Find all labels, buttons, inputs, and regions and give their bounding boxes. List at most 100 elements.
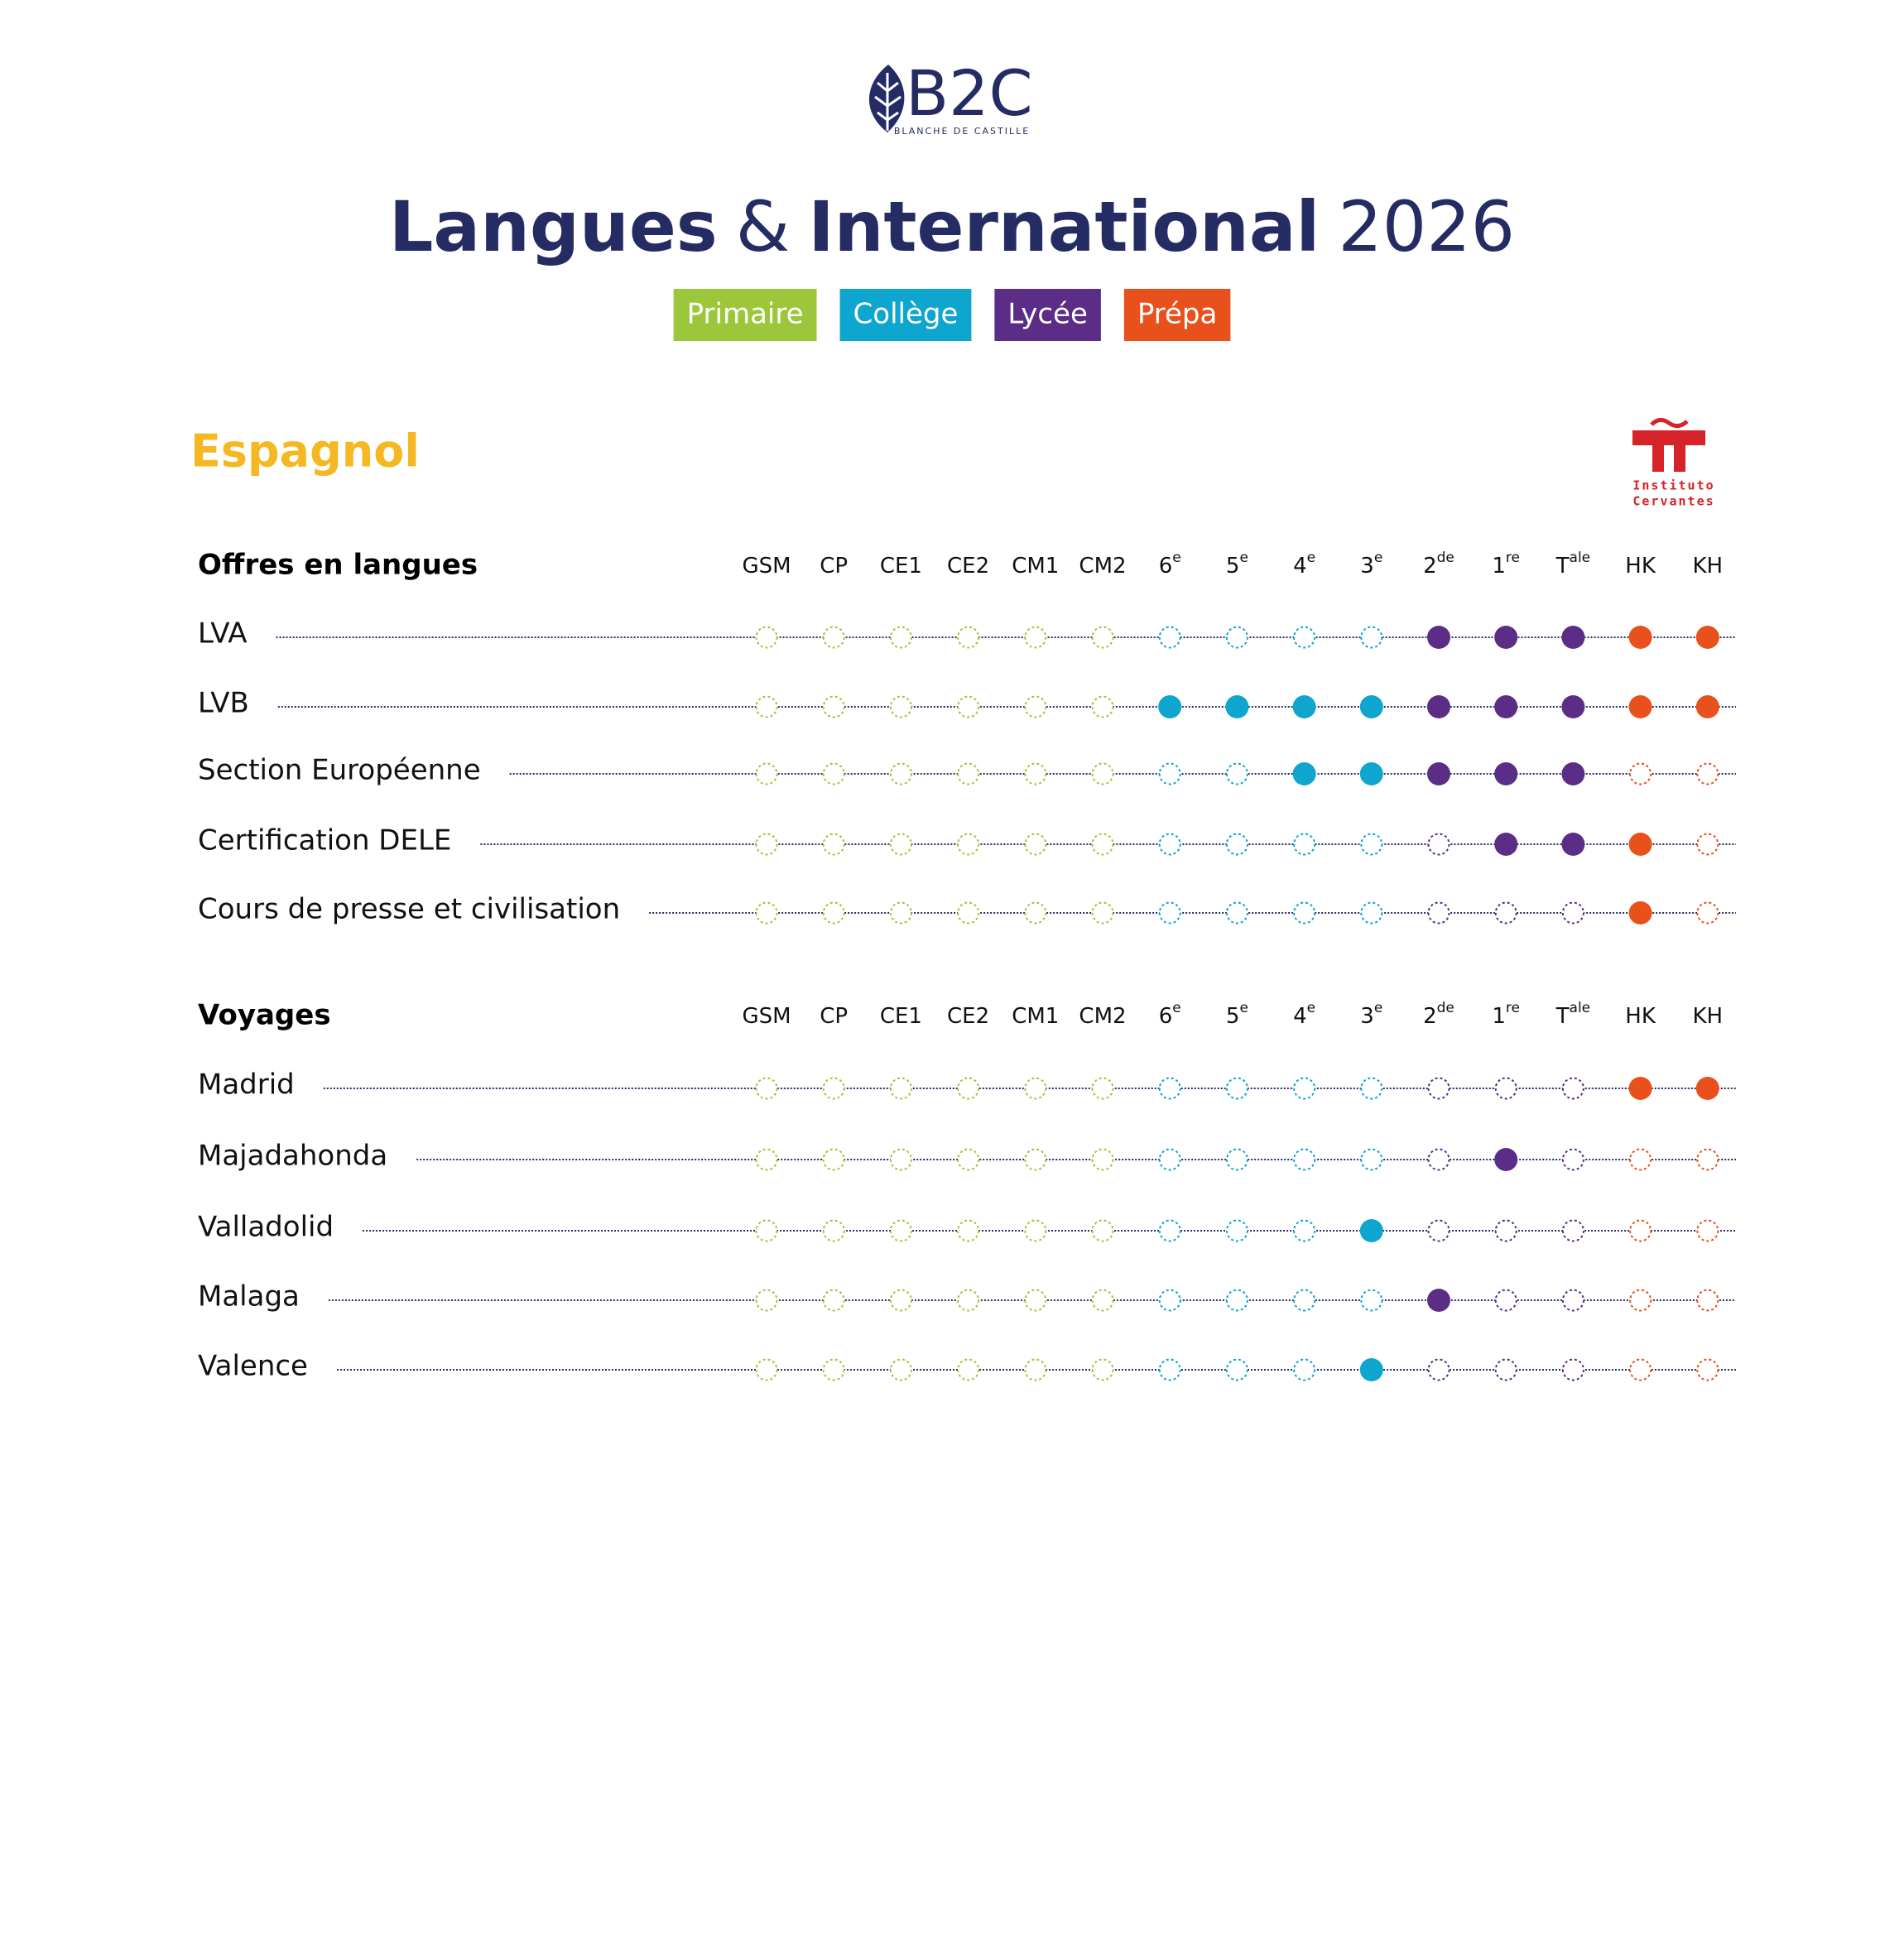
column-base: GSM [742,1004,791,1029]
dot-empty [957,1148,980,1171]
dot-empty [755,762,778,785]
column-header: 2de [1423,1000,1454,1029]
dot-filled [1494,695,1518,718]
column-sup: ale [1570,1000,1591,1016]
dot-empty [957,1077,980,1100]
level-pill-label: Primaire [687,298,804,331]
row-label: LVB [198,687,249,720]
dot-empty [822,695,845,718]
dot-empty [1024,1219,1047,1242]
cervantes-bar [1632,430,1705,445]
dot-empty [1293,901,1316,924]
dot-filled [1292,762,1316,785]
dot-empty [1158,1289,1181,1312]
column-base: 4 [1293,1004,1307,1029]
column-base: CM1 [1012,554,1059,579]
column-base: CP [820,1004,848,1029]
column-base: 6 [1159,554,1173,579]
dot-empty [1225,1148,1248,1171]
dot-filled [1561,833,1585,856]
dot-empty [889,1077,912,1100]
row-label: Malaga [198,1280,300,1313]
dot-empty [822,1289,845,1312]
dot-empty [1158,1358,1181,1381]
dot-empty [1494,1358,1517,1381]
dot-empty [1629,762,1652,785]
row-label: Certification DELE [198,824,451,857]
cervantes-logo: Instituto Cervantes [1632,418,1714,509]
column-base: CM2 [1079,1004,1126,1029]
column-header: KH [1692,554,1723,579]
column-sup: e [1307,1000,1315,1016]
column-base: CE1 [880,1004,922,1029]
row-label: Section Européenne [198,754,481,787]
dot-filled [1695,695,1719,718]
dot-empty [1561,1148,1584,1171]
dot-empty [1225,1358,1248,1381]
column-sup: e [1374,550,1382,566]
dot-filled [1494,1148,1518,1171]
cervantes-text: Cervantes [1632,494,1714,509]
dot-empty [1158,1219,1181,1242]
dot-empty [1024,901,1047,924]
dot-empty [1629,1219,1652,1242]
tables: Offres en langues GSM CP CE1 CE2 CM1 CM2 6e 5e 4e… [198,549,1736,1383]
dot-empty [1091,1148,1114,1171]
column-base: HK [1625,554,1656,579]
column-header: Tale [1555,1000,1591,1029]
dot-empty [1494,1219,1517,1242]
level-pill-bg [994,289,1101,341]
table-heading: Voyages [198,999,331,1032]
dot-filled [1628,1077,1652,1100]
column-header: 5e [1226,1000,1248,1029]
dot-empty [1091,1077,1114,1100]
column-base: CE2 [947,1004,989,1029]
dot-empty [1091,1219,1114,1242]
column-sup: re [1506,550,1520,566]
row-label: Majadahonda [198,1140,387,1173]
dot-filled [1628,901,1652,924]
dot-empty [1024,762,1047,785]
logo-subtitle: BLANCHE DE CASTILLE [894,126,1030,137]
dot-empty [1360,1077,1383,1100]
column-header: Tale [1555,550,1591,579]
dot-filled [1359,1219,1383,1242]
dot-empty [1293,1289,1316,1312]
column-base: CM2 [1079,554,1126,579]
dot-empty [1024,695,1047,718]
column-header: 1re [1492,1000,1520,1029]
logo-veins [874,73,902,131]
dot-filled [1359,1358,1383,1381]
dot-empty [1158,901,1181,924]
dot-empty [1561,1358,1584,1381]
dot-empty [1561,1077,1584,1100]
column-header: KH [1692,1004,1723,1029]
dot-filled [1695,626,1719,649]
level-legend: Primaire Collège Lycée Prépa [673,289,1231,341]
level-pill: Lycée [994,289,1101,341]
dot-empty [1494,1077,1517,1100]
column-header: CP [820,554,848,579]
dot-empty [755,1148,778,1171]
table-heading: Offres en langues [198,549,478,582]
column-header: CE1 [880,1004,922,1029]
title: Langues & International 2026 [389,186,1515,267]
dot-filled [1292,695,1316,718]
dot-empty [1158,626,1181,649]
dot-empty [1427,833,1450,856]
column-sup: e [1307,550,1315,566]
dot-empty [1091,901,1114,924]
column-base: T [1555,554,1570,579]
dot-empty [1427,1358,1450,1381]
dot-empty [1024,626,1047,649]
dot-empty [1293,1077,1316,1100]
dot-empty [822,1148,845,1171]
column-header: HK [1625,554,1656,579]
dot-filled [1628,833,1652,856]
column-base: GSM [742,554,791,579]
column-header: CM2 [1079,554,1126,579]
level-pill-label: Collège [853,298,959,331]
row-label: LVA [198,617,248,651]
title-part: & [736,186,791,267]
